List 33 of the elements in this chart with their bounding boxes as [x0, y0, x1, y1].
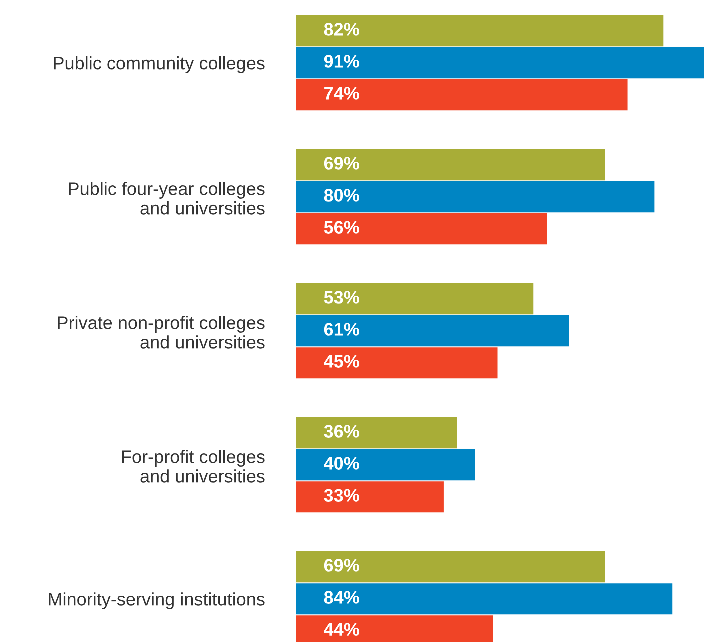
bar — [296, 482, 444, 513]
y-tick-label: Public community colleges — [54, 56, 265, 74]
data-label: 69% — [324, 559, 360, 572]
bar — [296, 284, 534, 315]
y-tick-label: For-profit colleges and universities — [122, 450, 265, 483]
bar — [296, 348, 498, 379]
bar — [296, 214, 548, 245]
data-label: 44% — [324, 623, 360, 636]
bar — [296, 418, 458, 449]
bar — [296, 552, 606, 583]
y-tick-label: Minority-serving institutions — [49, 592, 265, 610]
data-label: 61% — [324, 323, 360, 336]
bar — [296, 182, 655, 213]
data-label: 45% — [324, 355, 360, 368]
data-label: 69% — [324, 157, 360, 170]
y-tick-label: Public four-year colleges and universities — [69, 182, 265, 215]
data-label: 53% — [324, 291, 360, 304]
data-label: 56% — [324, 221, 360, 234]
bar — [296, 80, 628, 111]
data-label: 91% — [324, 55, 360, 68]
bar — [296, 48, 704, 79]
bar — [296, 15, 664, 47]
data-label: 33% — [324, 489, 360, 502]
data-label: 40% — [324, 457, 360, 470]
data-label: 84% — [324, 591, 360, 604]
bar — [296, 450, 476, 481]
data-label: 82% — [324, 23, 360, 36]
data-label: 80% — [324, 189, 360, 202]
bar — [296, 316, 570, 347]
data-label: 36% — [324, 425, 360, 438]
data-label: 74% — [324, 87, 360, 100]
bar — [296, 149, 606, 181]
y-tick-label: Private non-profit colleges and universities — [58, 316, 265, 349]
